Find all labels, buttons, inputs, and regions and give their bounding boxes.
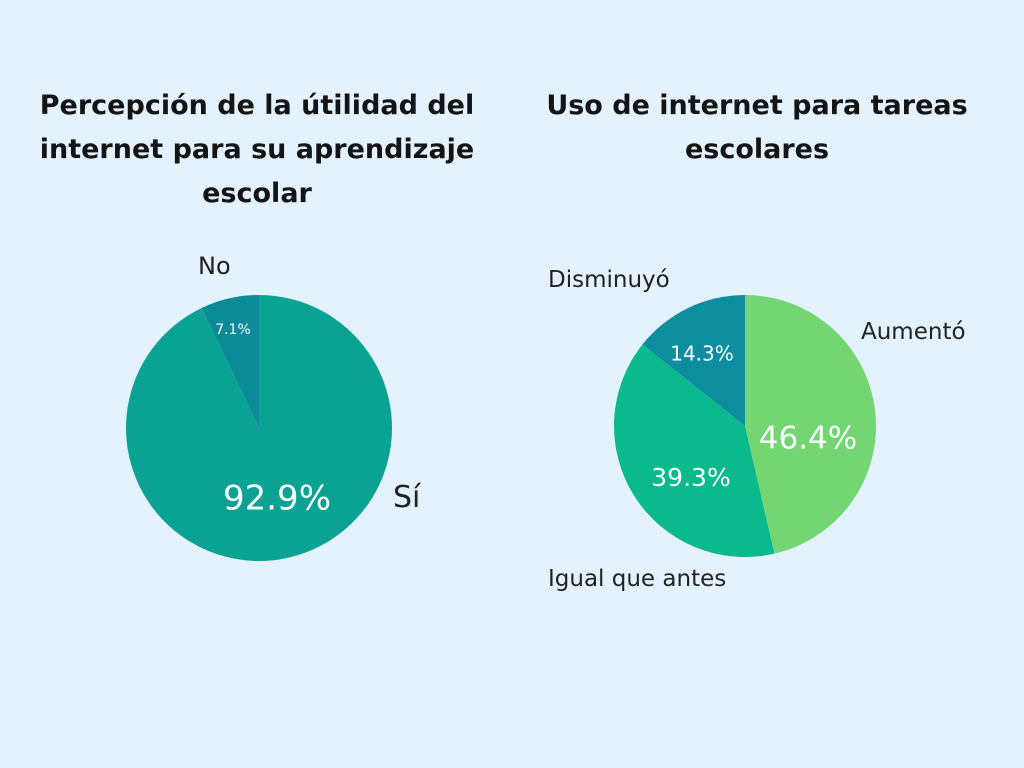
pie-category-label-aumento: Aumentó [861, 319, 966, 345]
pie-category-label-no: No [198, 252, 231, 280]
pie-utilidad: 92.9% 7.1% Sí No [126, 252, 422, 561]
pie-uso-internet: 46.4% 39.3% 14.3% Aumentó Igual que antes Dis… [548, 267, 966, 592]
pie-value-label-no: 7.1% [215, 322, 251, 338]
pie-category-label-si: Sí [393, 480, 422, 515]
pie-slice-disminuyo [642, 295, 745, 426]
pie-value-label-disminuyo: 14.3% [670, 342, 734, 366]
pie-category-label-disminuyo: Disminuyó [548, 267, 670, 293]
pie-slice-no [201, 295, 259, 428]
pie-category-label-igual-que-antes: Igual que antes [548, 566, 726, 592]
pie-value-label-si: 92.9% [223, 479, 331, 519]
pie-slice-aumento [745, 295, 876, 554]
pie-slice-igual-que-antes [614, 344, 775, 557]
chart-title-uso: Uso de internet para tareas escolares [546, 90, 968, 165]
pie-slice-si [126, 295, 393, 561]
pie-value-label-aumento: 46.4% [759, 421, 857, 457]
pie-value-label-igual-que-antes: 39.3% [651, 463, 730, 492]
chart-title-utilidad: Percepción de la útilidad del internet p… [39, 90, 475, 209]
